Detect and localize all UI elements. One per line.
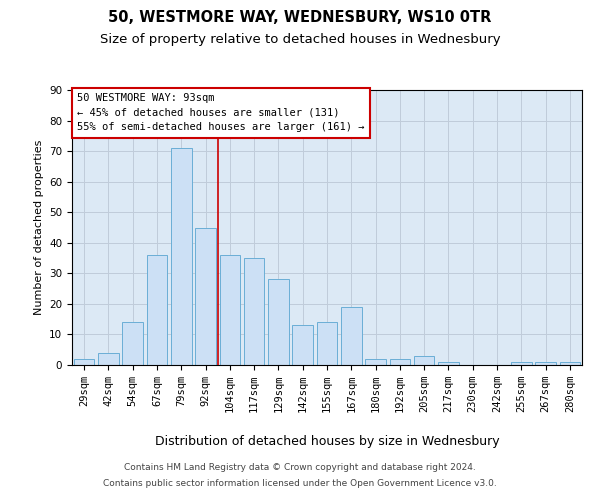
Bar: [74, 359, 94, 365]
Bar: [195, 228, 216, 365]
Y-axis label: Number of detached properties: Number of detached properties: [34, 140, 44, 315]
Text: Contains public sector information licensed under the Open Government Licence v3: Contains public sector information licen…: [103, 478, 497, 488]
Bar: [438, 362, 459, 365]
Bar: [122, 322, 143, 365]
Bar: [98, 353, 119, 365]
Bar: [560, 362, 580, 365]
Bar: [244, 258, 265, 365]
Bar: [268, 280, 289, 365]
Bar: [535, 362, 556, 365]
Bar: [220, 255, 240, 365]
Text: Contains HM Land Registry data © Crown copyright and database right 2024.: Contains HM Land Registry data © Crown c…: [124, 464, 476, 472]
Bar: [317, 322, 337, 365]
Bar: [341, 307, 362, 365]
Text: 50, WESTMORE WAY, WEDNESBURY, WS10 0TR: 50, WESTMORE WAY, WEDNESBURY, WS10 0TR: [109, 10, 491, 25]
Text: Size of property relative to detached houses in Wednesbury: Size of property relative to detached ho…: [100, 32, 500, 46]
Bar: [414, 356, 434, 365]
Bar: [146, 255, 167, 365]
Bar: [389, 359, 410, 365]
Text: 50 WESTMORE WAY: 93sqm
← 45% of detached houses are smaller (131)
55% of semi-de: 50 WESTMORE WAY: 93sqm ← 45% of detached…: [77, 93, 365, 132]
Bar: [511, 362, 532, 365]
Bar: [292, 326, 313, 365]
Bar: [171, 148, 191, 365]
Bar: [365, 359, 386, 365]
Text: Distribution of detached houses by size in Wednesbury: Distribution of detached houses by size …: [155, 435, 499, 448]
